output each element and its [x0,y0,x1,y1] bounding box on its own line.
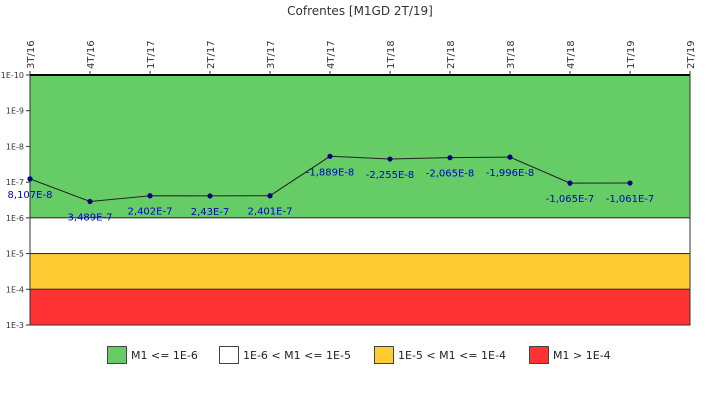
legend-label-red: M1 > 1E-4 [553,348,611,362]
data-label: -2,065E-8 [426,169,475,180]
x-tick-label: 2T/17 [206,40,217,69]
data-point [147,193,153,199]
data-label: 8,107E-8 [8,190,53,201]
y-tick-label: 1E-10 [1,71,24,80]
data-label: -1,061E-7 [606,194,655,205]
x-axis-ticks: 3T/16 4T/16 1T/17 2T/17 3T/17 4T/17 1T/18 2T/18… [26,40,697,75]
y-tick-label: 1E-7 [6,178,24,187]
data-label: 2,43E-7 [191,207,230,218]
y-tick-label: 1E-6 [6,214,24,223]
band-2 [29,253,691,290]
x-tick-label: 3T/17 [266,40,277,69]
data-point [207,193,213,199]
y-tick-label: 1E-3 [6,321,24,330]
chart: Cofrentes [M1GD 2T/19] 3T/16 4T/16 1T/17 2T… [1,4,697,330]
legend-label-yellow: 1E-5 < M1 <= 1E-4 [398,348,506,362]
data-point [447,155,453,161]
data-label: -1,065E-7 [546,194,595,205]
y-axis-ticks: 1E-10 1E-9 1E-8 1E-7 1E-6 1E-5 1E-4 1E-3 [1,71,30,330]
legend: M1 <= 1E-6 1E-6 < M1 <= 1E-5 1E-5 < M1 <… [0,344,720,368]
data-label: -1,996E-8 [486,168,535,179]
legend-swatch-yellow [374,346,394,364]
legend-swatch-white [219,346,239,364]
data-label: 2,402E-7 [128,207,173,218]
y-tick-label: 1E-4 [6,285,24,294]
x-tick-label: 3T/16 [26,40,37,69]
data-point [27,176,33,182]
data-point [567,180,573,186]
x-tick-label: 4T/18 [566,40,577,69]
y-tick-label: 1E-9 [6,107,24,116]
x-tick-label: 1T/17 [146,40,157,69]
legend-swatch-green [107,346,127,364]
series-layer [27,153,633,205]
legend-item-green: M1 <= 1E-6 [107,344,198,366]
legend-item-red: M1 > 1E-4 [529,344,611,366]
x-tick-label: 2T/18 [446,40,457,69]
band-1 [29,217,691,255]
x-tick-label: 3T/18 [506,40,517,69]
data-point [627,180,633,186]
x-tick-label: 1T/18 [386,40,397,69]
legend-label-white: 1E-6 < M1 <= 1E-5 [243,348,351,362]
risk-bands [29,74,691,326]
chart-title: Cofrentes [M1GD 2T/19] [287,4,433,18]
legend-item-yellow: 1E-5 < M1 <= 1E-4 [374,344,506,366]
data-label: 2,401E-7 [248,207,293,218]
data-point [387,156,393,162]
data-label: 3,489E-7 [68,213,113,224]
x-tick-label: 1T/19 [626,40,637,69]
legend-item-white: 1E-6 < M1 <= 1E-5 [219,344,351,366]
data-point [87,198,93,205]
data-label: -1,889E-8 [306,167,355,178]
band-0 [29,74,691,219]
data-point [507,154,513,160]
y-tick-label: 1E-5 [6,250,24,259]
data-labels: 8,107E-8 3,489E-7 2,402E-7 2,43E-7 2,401E-7 -… [8,167,655,223]
y-tick-label: 1E-8 [6,142,24,151]
x-tick-label: 4T/16 [86,40,97,69]
x-tick-label: 2T/19 [686,40,697,69]
legend-label-green: M1 <= 1E-6 [131,348,198,362]
data-point [327,153,333,159]
x-tick-label: 4T/17 [326,40,337,69]
data-label: -2,255E-8 [366,170,415,181]
legend-swatch-red [529,346,549,364]
data-point [267,193,273,199]
band-3 [29,288,691,326]
